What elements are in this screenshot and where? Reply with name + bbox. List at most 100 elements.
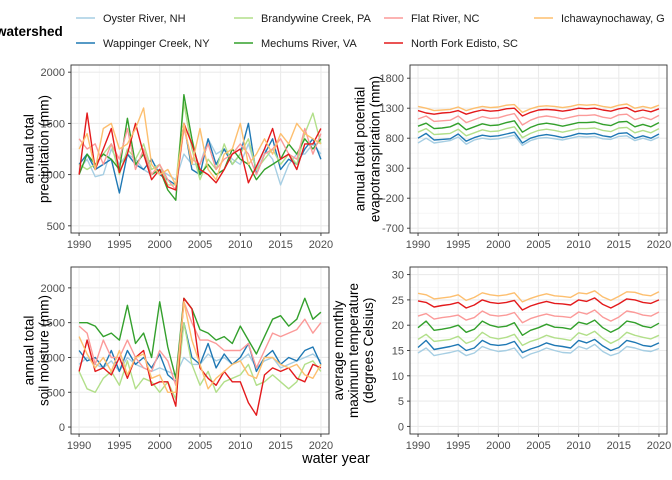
y-axis-title: annual totalprecipitation (mm) — [22, 95, 52, 203]
series-line — [78, 297, 322, 416]
x-tick-label: 2000 — [486, 440, 510, 452]
series-line — [78, 322, 322, 400]
x-tick-label: 1990 — [67, 440, 91, 452]
x-tick-label: 1995 — [107, 239, 131, 251]
y-axis-title-line: maximum temperature — [346, 283, 361, 418]
y-tick-label: 15 — [392, 346, 404, 358]
series-line — [417, 343, 660, 359]
y-tick-label: 1800 — [380, 73, 404, 85]
y-tick-label: 1000 — [41, 352, 65, 364]
y-tick-label: 800 — [386, 133, 404, 145]
y-axis-title-line: annual total — [22, 114, 37, 184]
x-tick-label: 2015 — [607, 440, 631, 452]
y-axis-title: annual total potentialevapotranspiration… — [353, 76, 383, 222]
x-tick-label: 2010 — [566, 239, 590, 251]
y-axis-title-line: (degrees Celsius) — [361, 298, 376, 404]
legend-item: North Fork Edisto, SC — [384, 38, 518, 50]
series-line — [417, 134, 660, 147]
series-line — [78, 112, 322, 191]
x-tick-label: 2015 — [268, 440, 292, 452]
y-tick-label: 500 — [47, 221, 65, 233]
facet-panels: 1990 1995 2000 2005 2010 2015 2020500100015002… — [22, 64, 671, 452]
panel: 1990 1995 2000 2005 2010 2015 2020 500 1000 1500 2… — [22, 64, 333, 251]
series-line — [417, 290, 660, 303]
y-tick-label: 1300 — [380, 103, 404, 115]
legend-label: Oyster River, NH — [103, 13, 186, 25]
x-tick-label: 2020 — [647, 440, 671, 452]
legend-label: North Fork Edisto, SC — [411, 38, 518, 50]
x-tick-label: 2010 — [228, 239, 252, 251]
y-axis-title-line: evapotranspiration (mm) — [368, 76, 383, 222]
y-axis-title: annual totalsoil moisture (mm) — [22, 295, 52, 406]
series-line — [417, 309, 660, 324]
y-tick-label: -700 — [382, 223, 404, 235]
series-line — [417, 338, 660, 354]
series-line — [78, 107, 322, 186]
x-tick-label: 2005 — [526, 440, 550, 452]
y-axis-title-line: precipitation (mm) — [37, 95, 52, 203]
legend-label: Ichawaynochaway, G — [561, 13, 665, 25]
series-line — [79, 297, 322, 379]
y-tick-label: 10 — [392, 371, 404, 383]
x-tick-label: 2005 — [526, 239, 550, 251]
series-line — [417, 112, 660, 126]
x-tick-label: 2005 — [188, 239, 212, 251]
y-tick-label: 30 — [392, 270, 404, 282]
y-tick-label: 5 — [398, 396, 404, 408]
x-tick-label: 2020 — [309, 440, 333, 452]
y-tick-label: 300 — [386, 163, 404, 175]
series-line — [78, 102, 322, 186]
y-tick-label: -200 — [382, 193, 404, 205]
panel: 1990 1995 2000 2005 2010 2015 2020 -700 -200 300 8… — [353, 64, 671, 251]
legend-item: Brandywine Creek, PA — [234, 13, 372, 25]
x-tick-label: 2020 — [647, 239, 671, 251]
legend-item: Ichawaynochaway, G — [534, 13, 665, 25]
legend-label: Flat River, NC — [411, 13, 480, 25]
y-tick-label: 2000 — [41, 67, 65, 79]
y-tick-label: 20 — [392, 320, 404, 332]
x-tick-label: 2015 — [268, 239, 292, 251]
y-axis-title-line: soil moisture (mm) — [37, 295, 52, 406]
legend-title: watershed — [0, 24, 63, 39]
series-line — [78, 301, 322, 393]
y-axis-title-line: annual total potential — [353, 87, 368, 212]
series-line — [417, 131, 660, 144]
x-tick-label: 2010 — [566, 440, 590, 452]
legend: watershed Oyster River, NH Wappinger Cree… — [0, 13, 665, 50]
series-line — [417, 319, 660, 336]
y-axis-title: average monthlymaximum temperature(degre… — [331, 283, 376, 418]
x-tick-label: 1990 — [406, 440, 430, 452]
x-tick-label: 2010 — [228, 440, 252, 452]
series-line — [417, 103, 660, 114]
legend-item: Oyster River, NH — [76, 13, 186, 25]
panel: 1990 1995 2000 2005 2010 2015 2020 0 5 10 15 20 25 30… — [331, 266, 671, 452]
series-line — [78, 127, 322, 191]
series-line — [417, 297, 660, 311]
x-tick-label: 1995 — [446, 239, 470, 251]
series-line — [417, 106, 660, 117]
x-tick-label: 2000 — [147, 239, 171, 251]
panel: 1990 1995 2000 2005 2010 2015 2020 0 500 1000 1500… — [22, 266, 333, 452]
y-tick-label: 1000 — [41, 170, 65, 182]
y-axis-title-line: annual total — [22, 316, 37, 386]
y-tick-label: 0 — [398, 421, 404, 433]
legend-item: Wappinger Creek, NY — [76, 38, 210, 50]
y-tick-label: 1500 — [41, 118, 65, 130]
y-tick-label: 1500 — [41, 318, 65, 330]
legend-label: Mechums River, VA — [261, 38, 357, 50]
legend-item: Mechums River, VA — [234, 38, 357, 50]
x-tick-label: 1990 — [406, 239, 430, 251]
x-axis-title: water year — [301, 451, 370, 467]
series-line — [417, 330, 660, 347]
legend-label: Wappinger Creek, NY — [103, 38, 210, 50]
y-tick-label: 25 — [392, 295, 404, 307]
legend-label: Brandywine Creek, PA — [261, 13, 372, 25]
x-tick-label: 2015 — [607, 239, 631, 251]
series-line — [417, 120, 660, 133]
y-axis-title-line: average monthly — [331, 300, 346, 400]
series-line — [417, 126, 660, 139]
y-tick-label: 0 — [59, 422, 65, 434]
x-tick-label: 1995 — [446, 440, 470, 452]
x-tick-label: 1995 — [107, 440, 131, 452]
